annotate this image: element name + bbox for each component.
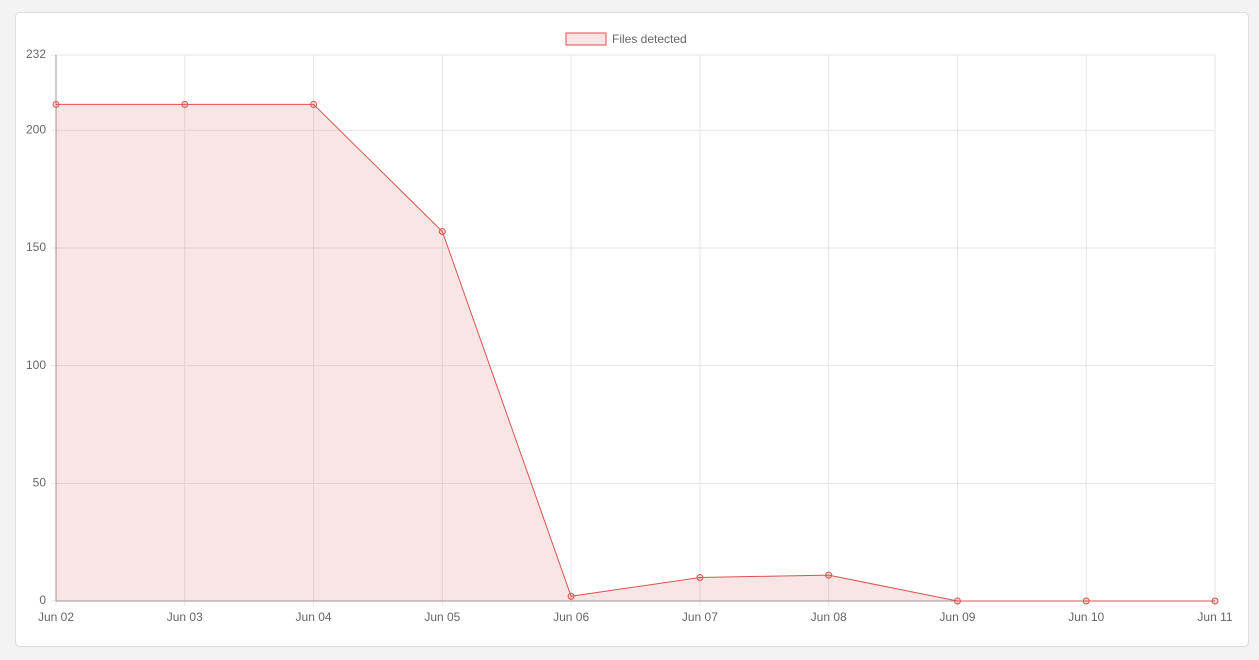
point xyxy=(1082,597,1090,605)
y-tick-label: 200 xyxy=(26,122,46,136)
y-tick-label: 232 xyxy=(26,47,46,61)
point xyxy=(438,228,446,236)
x-tick-label: Jun 10 xyxy=(1068,610,1104,624)
x-tick-label: Jun 07 xyxy=(682,610,718,624)
x-tick-label: Jun 06 xyxy=(553,610,589,624)
y-tick-label: 150 xyxy=(26,240,46,254)
x-tick-label: Jun 05 xyxy=(424,610,460,624)
x-tick-label: Jun 04 xyxy=(296,610,332,624)
point xyxy=(52,100,60,108)
area xyxy=(56,104,1215,601)
point xyxy=(953,597,961,605)
x-tick-label: Jun 08 xyxy=(811,610,847,624)
y-tick-label: 50 xyxy=(33,475,47,489)
y-tick-label: 0 xyxy=(39,593,46,607)
point xyxy=(696,573,704,581)
x-tick-label: Jun 02 xyxy=(38,610,74,624)
point xyxy=(1211,597,1219,605)
legend-label: Files detected xyxy=(612,32,687,46)
legend-swatch xyxy=(565,32,607,46)
line xyxy=(56,103,1215,602)
x-tick-label: Jun 09 xyxy=(939,610,975,624)
x-tick-label: Jun 03 xyxy=(167,610,203,624)
chart-card xyxy=(15,12,1249,647)
point xyxy=(310,100,318,108)
point xyxy=(181,100,189,108)
y-tick-label: 100 xyxy=(26,358,46,372)
x-tick-label: Jun 11 xyxy=(1197,610,1232,624)
point xyxy=(825,571,833,579)
point xyxy=(567,592,575,600)
